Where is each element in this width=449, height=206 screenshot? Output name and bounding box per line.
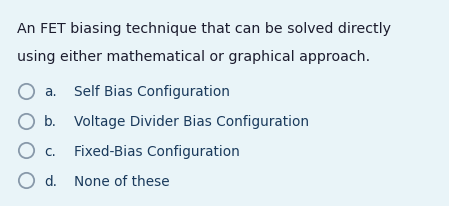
Text: Voltage Divider Bias Configuration: Voltage Divider Bias Configuration xyxy=(74,115,309,129)
Text: c.: c. xyxy=(44,145,56,159)
Text: Self Bias Configuration: Self Bias Configuration xyxy=(74,85,230,99)
Text: None of these: None of these xyxy=(74,175,170,189)
Text: using either mathematical or graphical approach.: using either mathematical or graphical a… xyxy=(17,50,370,64)
Text: a.: a. xyxy=(44,85,57,99)
Text: d.: d. xyxy=(44,175,57,189)
Text: b.: b. xyxy=(44,115,57,129)
Text: An FET biasing technique that can be solved directly: An FET biasing technique that can be sol… xyxy=(17,22,391,36)
Text: Fixed-Bias Configuration: Fixed-Bias Configuration xyxy=(74,145,240,159)
